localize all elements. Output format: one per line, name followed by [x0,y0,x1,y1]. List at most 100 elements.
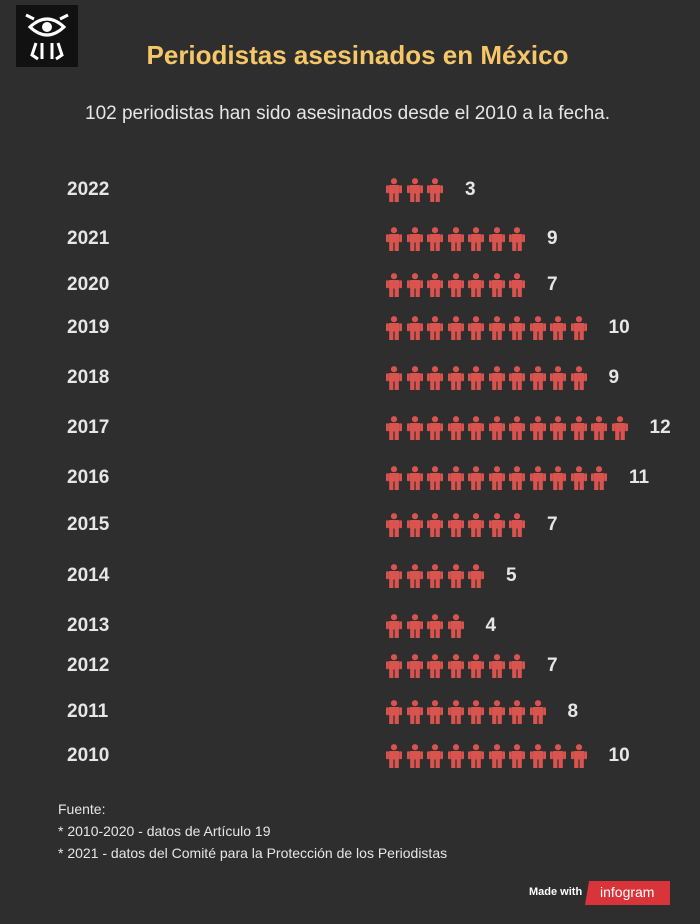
person-icon [509,316,525,345]
person-icon [591,466,607,495]
person-icon [468,654,484,683]
person-icon [509,513,525,542]
year-label: 2010 [67,745,110,766]
chart-title: Periodistas asesinados en México [146,40,569,70]
person-icon [591,416,607,445]
person-icon [570,316,587,345]
person-icon [488,366,505,395]
person-icon [570,466,587,495]
person-icon [427,614,443,643]
person-icon [611,416,628,445]
person-icon [447,614,464,643]
person-icon [427,564,443,593]
person-icon [406,273,423,302]
infogram-badge-icon[interactable] [585,881,670,905]
chart-row: 2017 12 [0,415,700,441]
person-icon [406,654,423,683]
person-icon [509,700,525,729]
person-icon [468,366,484,395]
person-icon [509,466,525,495]
year-label: 2013 [67,615,110,636]
person-icon [468,466,484,495]
person-icon [386,614,402,643]
person-icon [447,744,464,773]
year-label: 2012 [67,655,110,676]
chart-row: 2021 9 [0,226,700,252]
value-label: 7 [547,274,558,295]
made-with-label: Made with [529,886,583,898]
person-icon [488,273,505,302]
person-icon [406,700,423,729]
person-icon [488,227,505,256]
person-icon [509,227,525,256]
value-label: 9 [547,228,558,249]
year-label: 2014 [67,565,110,586]
person-icon [447,513,464,542]
person-icon [406,316,423,345]
person-icon [447,316,464,345]
person-icon [406,513,423,542]
person-icon [427,700,443,729]
person-icon [386,316,402,345]
chart-row: 2012 7 [0,653,700,679]
value-label: 4 [485,615,497,636]
person-icon [509,416,525,445]
source-line: * 2021 - datos del Comité para la Protec… [58,845,448,861]
chart-row: 2020 7 [0,272,700,298]
chart-row: 2016 11 [0,465,700,491]
person-icon [386,227,402,256]
year-label: 2021 [67,228,110,249]
value-label: 7 [547,514,558,535]
year-label: 2020 [67,274,110,295]
year-label: 2018 [67,367,110,388]
value-label: 7 [547,655,558,676]
person-icon [406,227,423,256]
person-icon [386,273,402,302]
value-label: 5 [506,565,517,586]
person-icon [529,466,546,495]
year-label: 2015 [67,514,110,535]
person-icon [406,366,423,395]
person-icon [406,466,423,495]
person-icon [386,564,402,593]
person-icon [468,564,484,593]
person-icon [406,178,423,207]
person-icon [509,273,525,302]
person-icon [468,416,484,445]
logo [16,5,78,67]
person-icon [529,316,546,345]
person-icon [386,416,402,445]
person-icon [468,744,484,773]
person-icon [427,416,443,445]
person-icon [386,654,402,683]
person-icon [509,654,525,683]
person-icon [427,178,443,207]
person-icon [488,416,505,445]
person-icon [550,416,566,445]
year-label: 2016 [67,467,110,488]
person-icon [427,366,443,395]
chart-row: 2018 9 [0,365,700,391]
person-icon [447,564,464,593]
person-icon [447,466,464,495]
source-line: Fuente: [58,801,106,817]
person-icon [406,744,423,773]
person-icon [447,654,464,683]
person-icon [529,416,546,445]
value-label: 8 [567,701,579,722]
person-icon [529,366,546,395]
person-icon [406,416,423,445]
person-icon [427,316,443,345]
year-label: 2022 [67,179,110,200]
person-icon [550,366,566,395]
person-icon [468,227,484,256]
value-label: 10 [608,317,630,338]
year-label: 2011 [67,701,109,722]
value-label: 12 [649,417,671,438]
person-icon [427,273,443,302]
person-icon [386,744,402,773]
value-label: 3 [465,179,476,200]
chart-row: 2022 3 [0,177,700,203]
person-icon [427,513,443,542]
infogram-brand[interactable]: infogram [600,884,655,900]
